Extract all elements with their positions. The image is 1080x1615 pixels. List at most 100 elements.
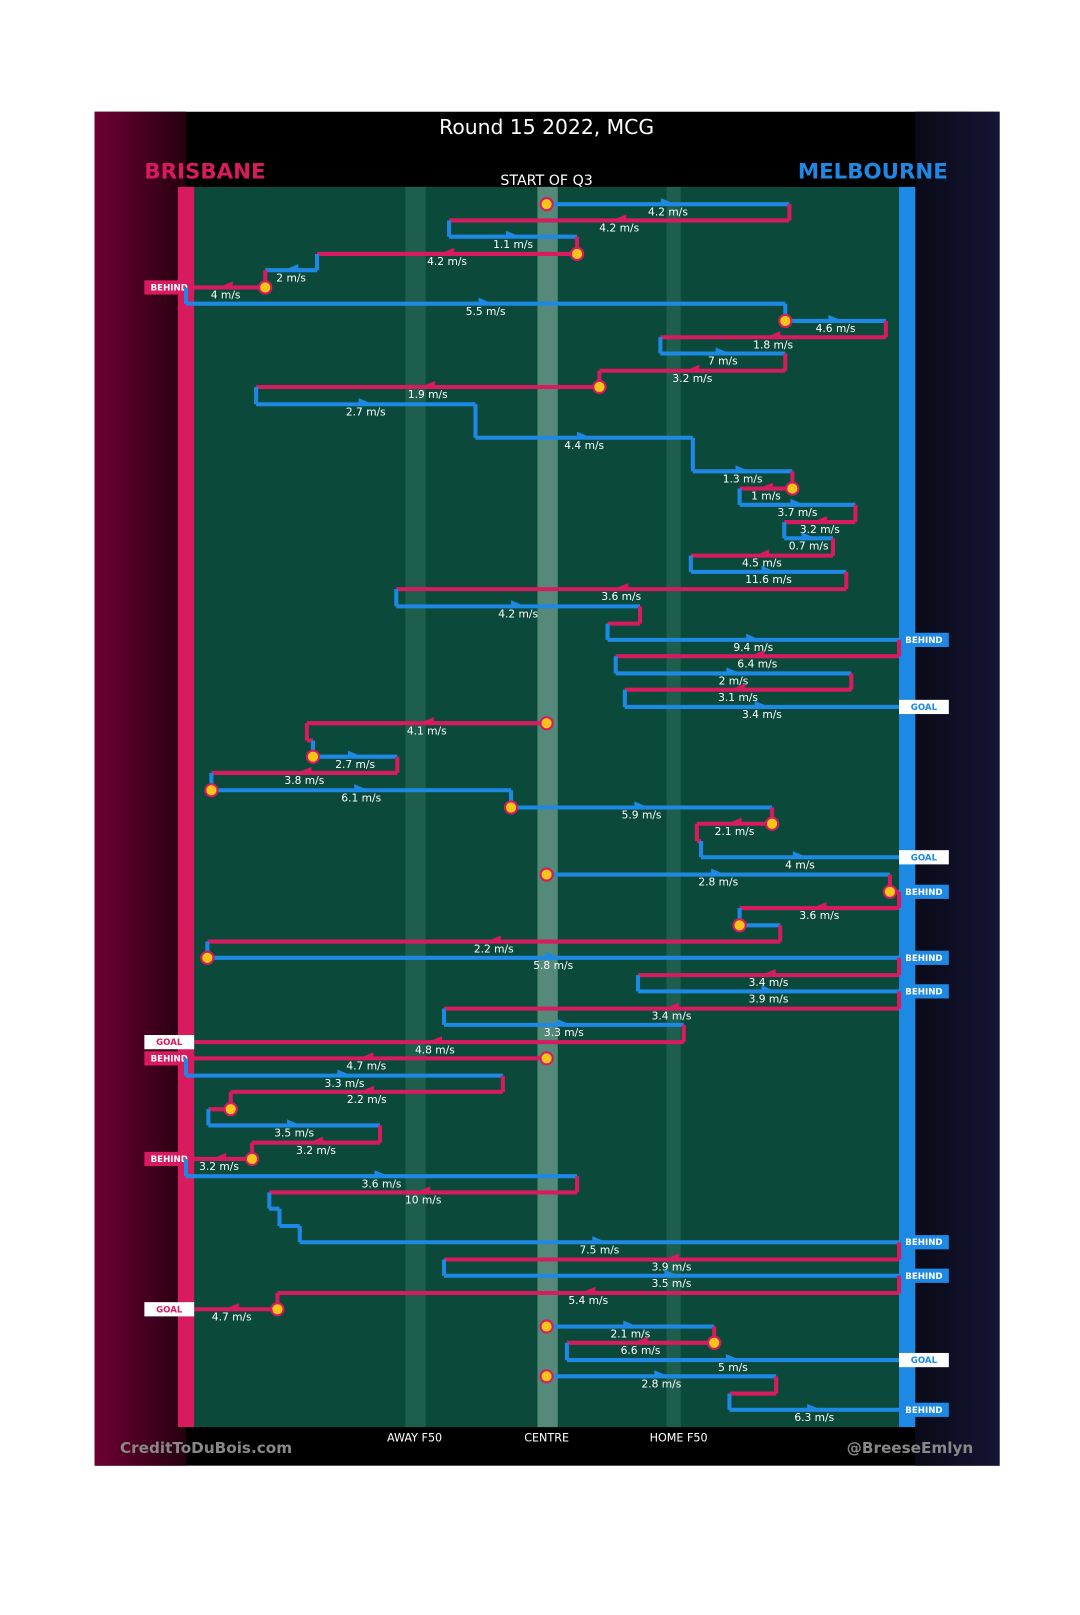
speed-label: 4.2 m/s (599, 222, 639, 235)
speed-label: 4.7 m/s (346, 1060, 386, 1073)
arrow (792, 851, 808, 858)
turnover-marker (707, 1335, 722, 1350)
zone-label: CENTRE (524, 1431, 569, 1444)
speed-label: 3.4 m/s (742, 708, 782, 721)
result-tag (899, 884, 949, 899)
zone-label: AWAY F50 (387, 1431, 442, 1444)
turnover-marker (223, 1102, 238, 1117)
speed-label: 2.1 m/s (715, 825, 755, 838)
speed-label: 7.5 m/s (579, 1243, 619, 1256)
speed-label: 4.8 m/s (415, 1043, 455, 1056)
result-label: BEHIND (905, 954, 942, 964)
speed-label: 5.8 m/s (533, 959, 573, 972)
speed-label: 4.2 m/s (648, 205, 688, 218)
turnover-marker (785, 481, 800, 496)
result-label: GOAL (156, 1038, 183, 1048)
arrow (730, 683, 746, 690)
speed-label: 6.3 m/s (794, 1411, 834, 1424)
speed-label: 4 m/s (211, 289, 241, 302)
speed-label: 4.2 m/s (498, 608, 538, 621)
result-label: BEHIND (905, 888, 942, 898)
speed-label: 5.5 m/s (466, 305, 506, 318)
speed-label: 3.6 m/s (601, 590, 641, 603)
speed-label: 2 m/s (276, 271, 306, 284)
result-tag (144, 1151, 195, 1167)
result-tag (899, 1235, 949, 1250)
right-bar (899, 186, 916, 1428)
turnover-marker (244, 1151, 260, 1167)
subtitle: START OF Q3 (500, 173, 593, 189)
result-tag (899, 699, 949, 715)
result-tag (144, 1302, 195, 1317)
turnover-marker (204, 783, 219, 798)
speed-label: 3.4 m/s (749, 976, 789, 989)
arrow (761, 565, 776, 572)
result-tag (144, 1051, 195, 1066)
speed-label: 2 m/s (719, 675, 749, 688)
speed-label: 6.4 m/s (737, 657, 777, 670)
speed-label: 11.6 m/s (745, 573, 792, 586)
speed-label: 3.4 m/s (652, 1010, 692, 1023)
speed-label: 3.3 m/s (325, 1077, 365, 1090)
result-label: GOAL (911, 1356, 938, 1366)
speed-label: 2.1 m/s (610, 1328, 650, 1341)
arrow (359, 1085, 374, 1092)
speed-label: 7 m/s (708, 355, 738, 368)
turnover-marker (539, 716, 554, 731)
result-tag (899, 850, 949, 865)
turnover-marker (539, 867, 554, 882)
result-label: BEHIND (905, 636, 942, 646)
arrow (577, 431, 592, 438)
speed-label: 4.6 m/s (816, 322, 856, 335)
result-label: GOAL (911, 703, 938, 713)
result-tag (899, 1352, 949, 1368)
arrow (358, 398, 373, 405)
result-label: BEHIND (151, 1054, 188, 1064)
speed-label: 3.5 m/s (274, 1127, 314, 1140)
speed-label: 1.1 m/s (493, 238, 533, 251)
speed-label: 2.8 m/s (698, 876, 738, 889)
arrow (735, 465, 750, 472)
turnover-marker (732, 918, 747, 933)
arrow (746, 633, 761, 640)
speed-label: 1.8 m/s (753, 338, 793, 351)
result-tag (899, 1268, 949, 1283)
result-label: BEHIND (151, 1155, 188, 1165)
arrow (711, 868, 726, 875)
credit: CreditToDuBois.com (120, 1439, 292, 1457)
speed-label: 3.7 m/s (778, 506, 818, 519)
arrow (828, 314, 843, 321)
turnover-marker (539, 1319, 554, 1334)
turnover-marker (270, 1302, 285, 1317)
speed-label: 4.5 m/s (742, 557, 782, 570)
speed-label: 2.7 m/s (335, 758, 375, 771)
speed-label: 2.2 m/s (347, 1093, 387, 1106)
speed-label: 1 m/s (751, 490, 781, 503)
arrow (801, 532, 816, 539)
speed-label: 3.1 m/s (718, 691, 758, 704)
speed-label: 9.4 m/s (733, 641, 773, 654)
speed-label: 6.6 m/s (621, 1344, 661, 1357)
speed-label: 4.7 m/s (212, 1310, 252, 1323)
speed-label: 1.3 m/s (723, 472, 763, 485)
speed-label: 2.2 m/s (474, 943, 514, 956)
result-label: GOAL (911, 853, 938, 863)
speed-label: 4 m/s (785, 858, 815, 871)
speed-label: 10 m/s (405, 1194, 442, 1207)
speed-label: 4.1 m/s (407, 724, 447, 737)
speed-label: 3.6 m/s (799, 909, 839, 922)
arrow (308, 1136, 324, 1143)
left-team: BRISBANE (144, 160, 265, 185)
arrow (592, 1236, 607, 1243)
turnover-marker (539, 1369, 554, 1384)
speed-label: 3.2 m/s (199, 1160, 239, 1173)
flow: 4.2 m/s 4.2 m/s 1.1 m/s 4.2 m/s 2 m/s 4 m/s BE… (144, 197, 949, 1424)
turnover-marker (882, 884, 898, 899)
result-label: BEHIND (151, 283, 188, 293)
speed-label: 5 m/s (718, 1361, 748, 1374)
result-label: GOAL (156, 1305, 183, 1315)
speed-label: 5.9 m/s (622, 809, 662, 822)
turnover-marker (305, 749, 321, 764)
